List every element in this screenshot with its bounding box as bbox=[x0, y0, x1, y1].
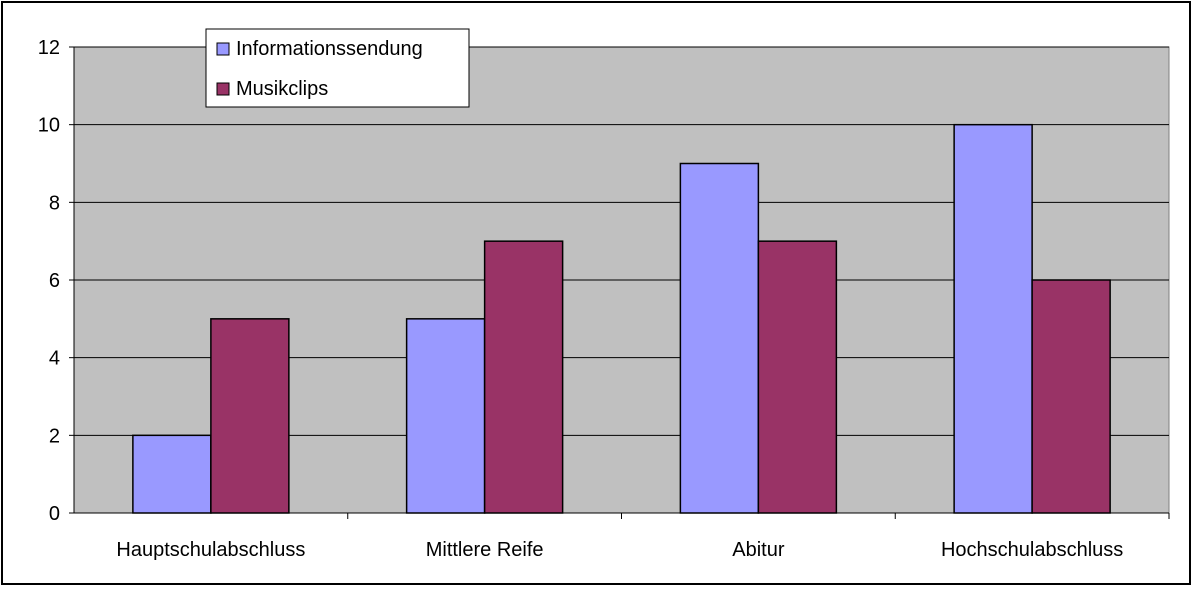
bars bbox=[132, 123, 1111, 514]
x-tick-labels: Hauptschulabschluss Mittlere Reife Abitur H… bbox=[116, 539, 1123, 561]
legend-swatch-musikclips bbox=[216, 82, 230, 96]
bar-musikclips-1 bbox=[483, 240, 564, 514]
legend-label-informationssendung: Informationssendung bbox=[236, 38, 423, 60]
legend: Informationssendung Musikclips bbox=[205, 28, 470, 108]
bar-informationssendung-2 bbox=[679, 162, 760, 514]
legend-swatch-informationssendung bbox=[216, 42, 230, 56]
bar-informationssendung-1 bbox=[405, 318, 486, 514]
y-tick-label: 4 bbox=[49, 348, 60, 370]
bar-musikclips-0 bbox=[210, 318, 290, 514]
bar-informationssendung-0 bbox=[132, 434, 212, 514]
y-tick-label: 10 bbox=[38, 115, 60, 137]
bar-informationssendung-3 bbox=[953, 123, 1033, 514]
x-tick-label: Mittlere Reife bbox=[426, 539, 544, 561]
y-tick-label: 12 bbox=[38, 37, 60, 59]
y-tick-label: 6 bbox=[49, 270, 60, 292]
x-tick-label: Hauptschulabschluss bbox=[116, 539, 305, 561]
bar-musikclips-3 bbox=[1031, 279, 1111, 514]
x-tick-label: Abitur bbox=[732, 539, 785, 561]
y-tick-labels: 0 2 4 6 8 10 12 bbox=[38, 37, 60, 525]
y-tick-label: 8 bbox=[49, 192, 60, 214]
x-tick-label: Hochschulabschluss bbox=[941, 539, 1123, 561]
y-tick-label: 0 bbox=[49, 503, 60, 525]
axes bbox=[69, 46, 1170, 519]
legend-box bbox=[205, 28, 470, 108]
y-tick-label: 2 bbox=[49, 425, 60, 447]
legend-label-musikclips: Musikclips bbox=[236, 78, 328, 100]
bar-musikclips-2 bbox=[757, 240, 838, 514]
